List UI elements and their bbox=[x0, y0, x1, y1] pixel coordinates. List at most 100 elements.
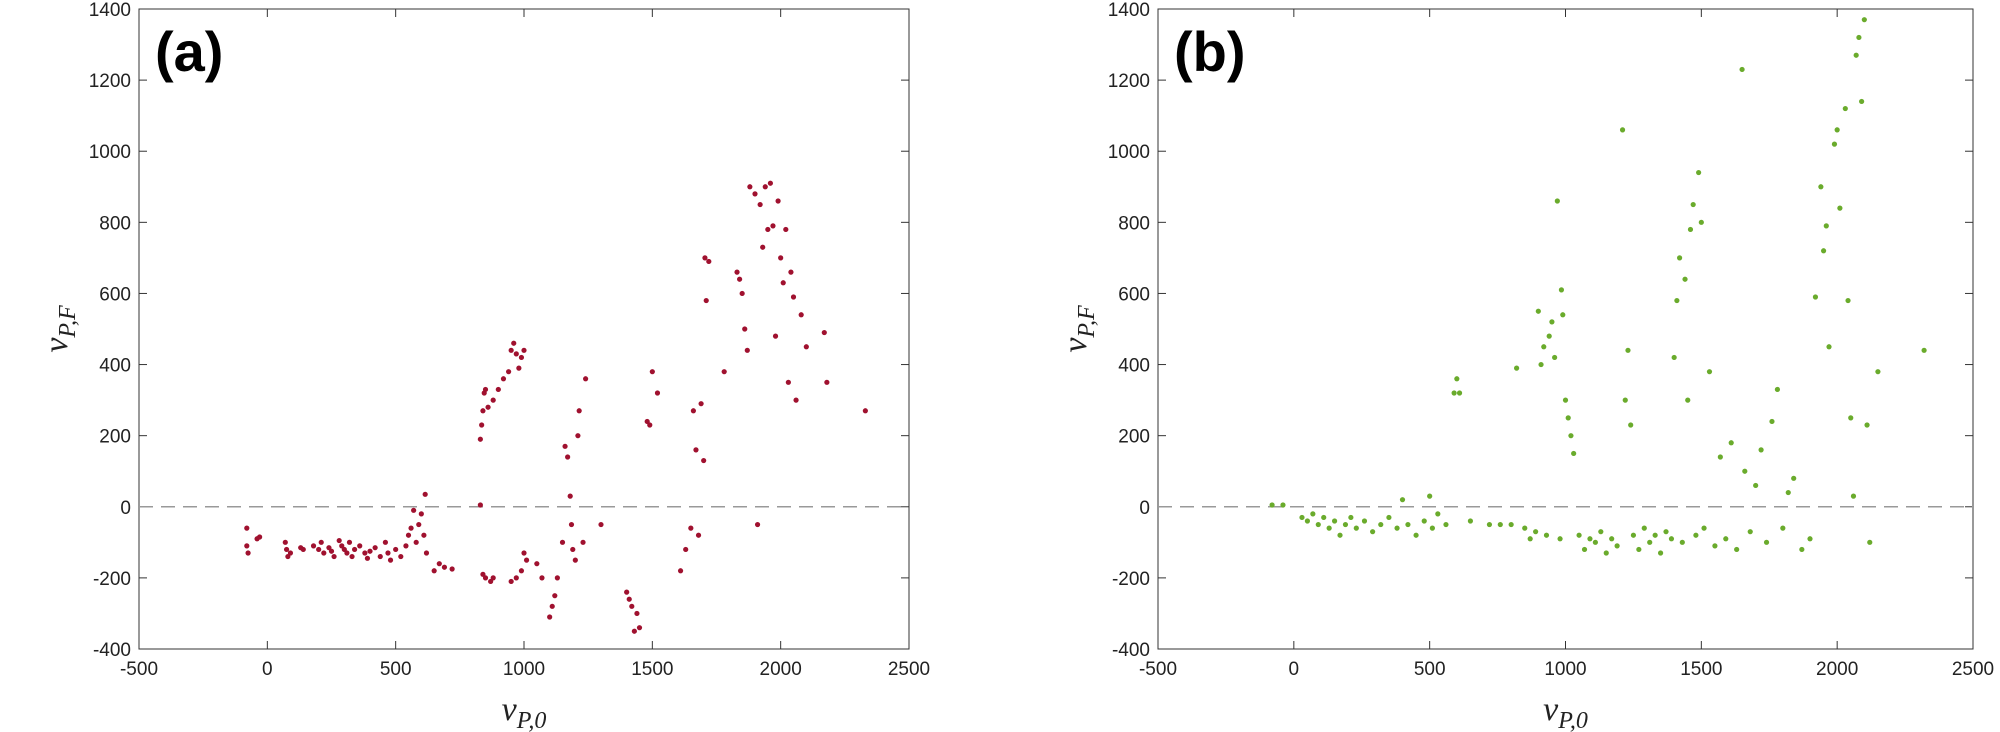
point bbox=[1326, 525, 1332, 531]
point bbox=[1785, 489, 1791, 496]
point bbox=[372, 545, 378, 551]
point bbox=[1378, 521, 1384, 528]
point bbox=[283, 546, 290, 553]
point bbox=[1435, 511, 1441, 517]
point bbox=[316, 546, 322, 553]
point bbox=[1769, 418, 1775, 425]
point bbox=[539, 575, 545, 581]
point bbox=[1310, 511, 1316, 517]
point bbox=[780, 280, 786, 286]
point bbox=[377, 553, 383, 560]
point bbox=[1467, 518, 1474, 524]
point bbox=[698, 401, 704, 407]
point bbox=[677, 568, 684, 574]
point bbox=[405, 532, 412, 538]
point bbox=[1454, 376, 1460, 382]
point bbox=[559, 539, 566, 545]
point bbox=[1535, 308, 1541, 314]
point bbox=[1742, 468, 1748, 474]
point bbox=[824, 379, 830, 385]
point bbox=[382, 539, 388, 545]
point bbox=[1554, 198, 1560, 204]
point bbox=[1712, 543, 1718, 549]
point bbox=[1361, 518, 1368, 524]
point bbox=[1734, 546, 1740, 553]
point bbox=[1856, 34, 1862, 41]
point bbox=[1723, 536, 1729, 542]
point bbox=[803, 344, 809, 350]
y-tick-label: 800 bbox=[1118, 213, 1150, 234]
x-tick-label: 2500 bbox=[1952, 659, 1994, 680]
point bbox=[245, 550, 251, 556]
y-tick-label: -200 bbox=[1112, 569, 1150, 590]
point bbox=[695, 532, 702, 538]
x-axis-label-base: v bbox=[1543, 691, 1559, 728]
point bbox=[244, 525, 250, 531]
point bbox=[1687, 226, 1694, 233]
point bbox=[367, 548, 373, 554]
point bbox=[1560, 312, 1566, 318]
point bbox=[1837, 205, 1843, 211]
point bbox=[1671, 354, 1677, 361]
point bbox=[1701, 525, 1707, 531]
point bbox=[1429, 525, 1435, 531]
y-tick-label: 600 bbox=[1118, 284, 1150, 305]
point bbox=[754, 521, 761, 528]
point bbox=[598, 521, 604, 528]
y-tick-label: 1000 bbox=[89, 142, 131, 163]
point bbox=[357, 543, 363, 549]
x-tick-label: 0 bbox=[1289, 659, 1300, 680]
x-tick-label: 2000 bbox=[760, 659, 802, 680]
point bbox=[1299, 514, 1305, 521]
point bbox=[490, 397, 496, 403]
point bbox=[821, 329, 827, 336]
point bbox=[534, 561, 540, 567]
point bbox=[693, 447, 699, 453]
point bbox=[506, 369, 512, 375]
point bbox=[1546, 333, 1552, 339]
point bbox=[349, 553, 355, 560]
point bbox=[521, 347, 527, 353]
point bbox=[567, 493, 573, 499]
point bbox=[1508, 521, 1514, 528]
point bbox=[1826, 344, 1832, 350]
point bbox=[1652, 532, 1658, 538]
point bbox=[742, 326, 748, 332]
point bbox=[1848, 415, 1854, 421]
point bbox=[788, 269, 794, 275]
point bbox=[765, 226, 771, 233]
point bbox=[431, 568, 437, 574]
point bbox=[408, 525, 414, 531]
x-tick-label: 2500 bbox=[888, 659, 930, 680]
point bbox=[513, 351, 519, 357]
point bbox=[702, 255, 708, 261]
point bbox=[344, 550, 350, 556]
point bbox=[1807, 536, 1813, 542]
point bbox=[629, 603, 635, 609]
point bbox=[1864, 422, 1870, 428]
point bbox=[1739, 66, 1745, 73]
point bbox=[1342, 521, 1349, 528]
point bbox=[1337, 532, 1343, 538]
point bbox=[423, 550, 430, 556]
point bbox=[739, 290, 745, 297]
point bbox=[701, 457, 707, 464]
point bbox=[495, 386, 501, 393]
point bbox=[1348, 514, 1354, 521]
point bbox=[1674, 297, 1680, 304]
point bbox=[1834, 127, 1840, 133]
point bbox=[631, 628, 637, 634]
point bbox=[1527, 536, 1533, 542]
point bbox=[516, 365, 522, 371]
point bbox=[572, 557, 578, 563]
point bbox=[244, 543, 250, 549]
y-axis-label-base: v bbox=[38, 337, 75, 353]
point bbox=[634, 610, 640, 617]
point bbox=[1304, 518, 1311, 524]
point bbox=[734, 269, 740, 275]
point bbox=[421, 532, 427, 538]
point bbox=[775, 198, 781, 204]
point bbox=[1853, 52, 1859, 58]
point bbox=[321, 550, 327, 556]
